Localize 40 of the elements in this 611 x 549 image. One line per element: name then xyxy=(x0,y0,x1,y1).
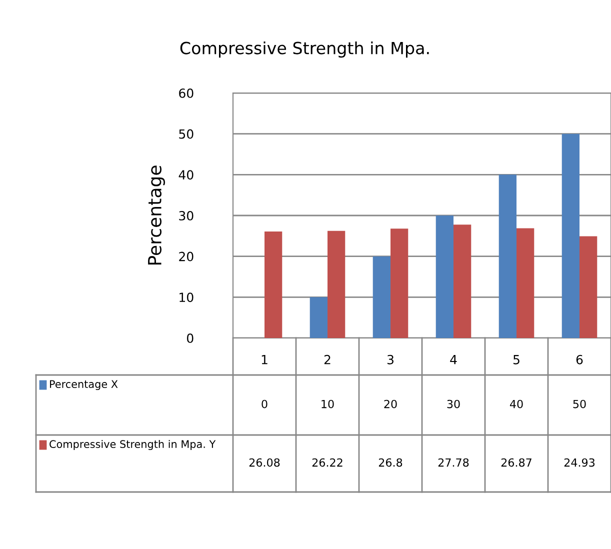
bar xyxy=(562,134,580,338)
y-axis-title: Percentage xyxy=(148,166,165,265)
y-tick-label: 40 xyxy=(178,170,194,180)
legend-label: Percentage X xyxy=(50,380,118,390)
x-tick-label: 1 xyxy=(262,355,268,364)
data-label: 26.8 xyxy=(378,458,402,467)
data-label: 10 xyxy=(322,400,334,408)
data-label: 26.87 xyxy=(501,458,532,467)
bar xyxy=(516,228,534,338)
x-tick-label: 4 xyxy=(450,355,457,364)
y-tick-label: 30 xyxy=(179,210,194,220)
data-label: 30 xyxy=(447,400,460,408)
bar xyxy=(580,236,598,338)
y-tick-label: 50 xyxy=(179,129,194,139)
bar xyxy=(264,232,282,338)
bar xyxy=(454,224,472,338)
data-label: 26.22 xyxy=(312,458,342,467)
y-tick-label: 10 xyxy=(180,292,194,302)
data-label: 50 xyxy=(573,400,586,408)
bar xyxy=(390,228,408,338)
bar xyxy=(436,216,454,338)
data-label: 26.08 xyxy=(249,458,280,467)
x-tick-label: 3 xyxy=(387,354,394,364)
bar xyxy=(372,256,390,338)
chart-title: Compressive Strength in Mpa. xyxy=(180,41,429,58)
data-label: 24.93 xyxy=(564,458,595,467)
y-tick-label: 60 xyxy=(179,88,194,98)
x-tick-label: 5 xyxy=(513,355,520,364)
bar xyxy=(310,297,328,338)
data-label: 0 xyxy=(262,400,268,408)
data-label: 20 xyxy=(384,400,397,408)
x-tick-label: 6 xyxy=(576,354,583,364)
data-label: 27.78 xyxy=(438,458,469,467)
legend-label: Compressive Strength in Mpa. Y xyxy=(50,440,216,450)
bar xyxy=(498,174,516,338)
y-tick-label: 20 xyxy=(179,252,194,262)
data-label: 40 xyxy=(510,400,523,408)
y-tick-label: 0 xyxy=(186,333,194,343)
bar xyxy=(328,230,346,338)
x-tick-label: 2 xyxy=(324,354,330,364)
